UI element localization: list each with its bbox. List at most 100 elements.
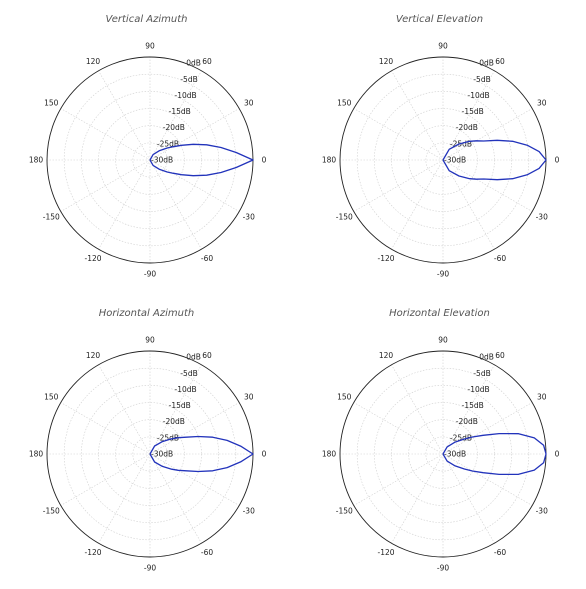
angle-tick-label: 60 [202, 351, 212, 360]
grid-spoke [391, 364, 444, 455]
angle-tick-label: 0 [555, 450, 560, 459]
angle-tick-label: -150 [336, 507, 353, 516]
radial-tick-label: -10dB [174, 385, 196, 394]
radial-tick-label: -15dB [462, 107, 484, 116]
radial-tick-label: -25dB [157, 433, 179, 442]
radial-tick-label: -25dB [157, 139, 179, 148]
angle-tick-label: -150 [43, 507, 60, 516]
radial-tick-label: 0dB [479, 353, 494, 362]
grid-spoke [391, 70, 444, 161]
angle-tick-label: 30 [537, 393, 547, 402]
radial-tick-label: -30dB [151, 450, 173, 459]
radial-tick-label: -10dB [467, 91, 489, 100]
angle-tick-label: -120 [84, 254, 101, 263]
grid-ring [63, 367, 237, 541]
radial-tick-label: -5dB [473, 75, 490, 84]
grid-spoke [391, 453, 444, 544]
grid-spoke [353, 453, 444, 506]
grid-spoke [442, 402, 533, 455]
angle-tick-label: 120 [86, 351, 101, 360]
angle-tick-label: 180 [29, 156, 44, 165]
radial-tick-label: -20dB [456, 417, 478, 426]
grid-spoke [60, 108, 151, 161]
grid-spoke [353, 108, 444, 161]
angle-tick-label: 180 [29, 450, 44, 459]
radial-tick-label: -15dB [169, 107, 191, 116]
angle-tick-label: 150 [44, 99, 59, 108]
radial-tick-label: 0dB [186, 59, 201, 68]
grid-spoke [60, 402, 151, 455]
angle-tick-label: 60 [495, 351, 505, 360]
grid-ring [425, 436, 461, 472]
radial-tick-label: -15dB [169, 401, 191, 410]
angle-tick-label: 0 [262, 450, 267, 459]
radial-tick-label: -5dB [473, 369, 490, 378]
polar-chart-vertical-elevation: 0 30 60 90 120 150 180 -150 -120 -90 -60 -30 0dB -5dB… [322, 42, 560, 279]
radial-tick-label: -10dB [467, 385, 489, 394]
grid-ring [132, 436, 168, 472]
grid-spoke [149, 70, 202, 161]
angle-tick-label: 150 [337, 99, 352, 108]
angle-tick-label: -90 [144, 270, 156, 279]
angle-tick-label: -60 [494, 254, 506, 263]
angle-tick-label: 150 [337, 393, 352, 402]
angle-tick-label: 0 [262, 156, 267, 165]
chart-title: Vertical Elevation [395, 14, 484, 25]
polar-panel-vertical-azimuth: Vertical Azimuth 0 30 60 90 120 150 180 -150 -12… [0, 0, 293, 294]
angle-tick-label: -120 [377, 254, 394, 263]
angle-tick-label: -60 [201, 548, 213, 557]
grid-ring [63, 73, 237, 247]
radial-tick-label: -30dB [151, 156, 173, 165]
angle-tick-label: 180 [322, 156, 337, 165]
angle-tick-label: -30 [243, 213, 255, 222]
grid-spoke [60, 453, 151, 506]
polar-panel-horizontal-azimuth: Horizontal Azimuth 0 30 60 90 120 150 180 -150 -… [0, 294, 293, 588]
polar-panel-vertical-elevation: Vertical Elevation 0 30 60 90 120 150 180 -150 -… [293, 0, 586, 294]
grid-spoke [442, 159, 495, 250]
angle-tick-label: -30 [243, 507, 255, 516]
grid-ring [374, 91, 512, 229]
angle-tick-label: 90 [438, 42, 448, 51]
angle-tick-label: -30 [536, 213, 548, 222]
grid-spoke [353, 402, 444, 455]
angle-tick-label: -30 [536, 507, 548, 516]
angle-tick-label: -150 [336, 213, 353, 222]
angle-tick-label: 90 [145, 336, 155, 345]
polar-chart-horizontal-azimuth: 0 30 60 90 120 150 180 -150 -120 -90 -60 -30 0dB -5dB… [29, 336, 267, 573]
angle-tick-label: 120 [379, 351, 394, 360]
grid-spoke [149, 402, 240, 455]
radial-tick-label: -25dB [450, 433, 472, 442]
polar-panel-horizontal-elevation: Horizontal Elevation 0 30 60 90 120 150 180 -15… [293, 294, 586, 588]
grid-ring [356, 73, 530, 247]
angle-tick-label: -90 [144, 564, 156, 573]
angle-tick-label: -120 [84, 548, 101, 557]
angle-tick-label: -60 [201, 254, 213, 263]
angle-tick-label: 60 [495, 57, 505, 66]
grid-spoke [442, 70, 495, 161]
angle-tick-label: 120 [86, 57, 101, 66]
angle-tick-label: 120 [379, 57, 394, 66]
grid-ring [425, 142, 461, 178]
radial-tick-label: -15dB [462, 401, 484, 410]
grid-ring [132, 142, 168, 178]
grid-spoke [149, 159, 202, 250]
grid-spoke [149, 108, 240, 161]
angle-tick-label: -90 [437, 564, 449, 573]
series-line [442, 139, 547, 181]
grid-spoke [98, 70, 151, 161]
grid-spoke [98, 364, 151, 455]
angle-tick-label: -90 [437, 270, 449, 279]
radial-tick-label: 0dB [479, 59, 494, 68]
polar-chart-horizontal-elevation: 0 30 60 90 120 150 180 -150 -120 -90 -60 -30 0dB -5dB… [322, 336, 560, 573]
grid-spoke [442, 159, 533, 212]
radial-tick-label: -5dB [180, 369, 197, 378]
series-line [149, 435, 254, 473]
radial-tick-label: -30dB [444, 156, 466, 165]
angle-tick-label: 30 [537, 99, 547, 108]
grid-spoke [442, 108, 533, 161]
grid-ring [374, 385, 512, 523]
grid-spoke [442, 364, 495, 455]
grid-spoke [98, 159, 151, 250]
radial-tick-label: -5dB [180, 75, 197, 84]
radial-tick-label: -20dB [163, 417, 185, 426]
